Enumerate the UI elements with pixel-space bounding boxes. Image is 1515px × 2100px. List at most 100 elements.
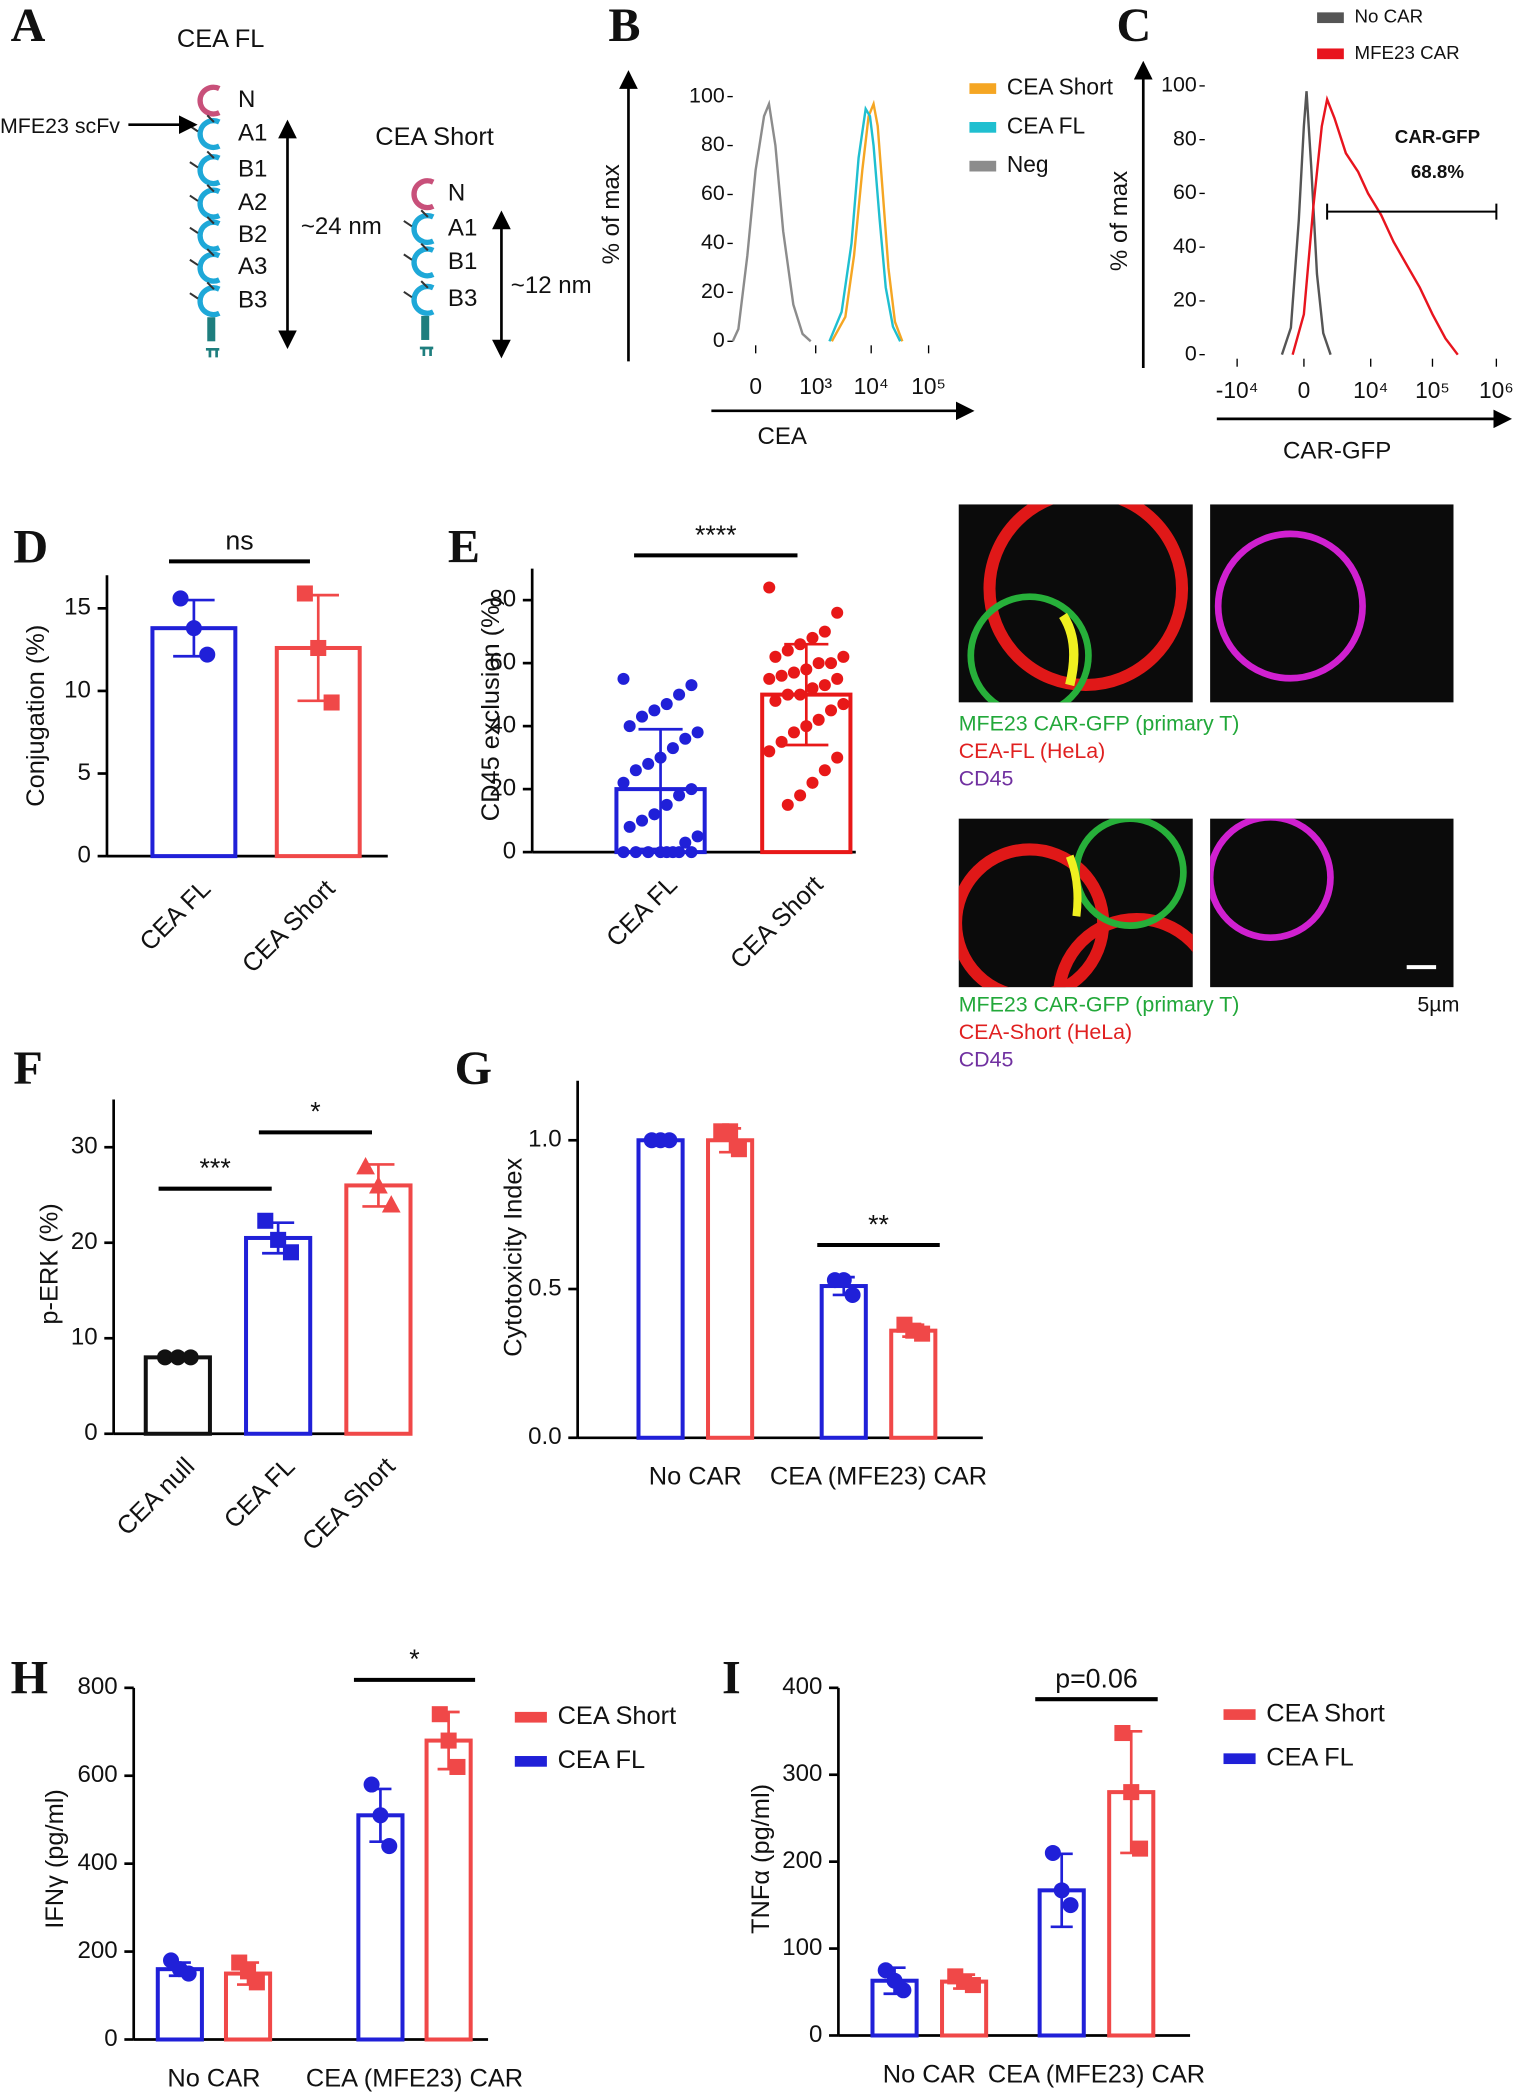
glycan [189, 258, 199, 266]
y-tick-label: 80 [489, 585, 516, 612]
data-point [800, 720, 813, 733]
x-tick-label: CEA (MFE23) CAR [770, 1463, 987, 1491]
data-point [806, 776, 819, 789]
data-point [617, 846, 630, 859]
micrograph-caption: CD45 [959, 767, 1014, 791]
panel-letter: A [11, 0, 46, 52]
domain-glyph [197, 285, 221, 318]
y-tick-label: 10 [64, 676, 91, 703]
domain-label: B2 [238, 221, 267, 248]
histogram-line [1291, 95, 1459, 356]
domain-label: B1 [448, 248, 477, 275]
data-point [781, 798, 794, 811]
bar [424, 1738, 473, 2042]
data-point [156, 1349, 174, 1366]
data-point [837, 698, 850, 711]
legend-swatch [1317, 12, 1344, 24]
data-point [824, 704, 838, 717]
micrograph-caption: CEA-FL (HeLa) [959, 739, 1105, 763]
domain-label: B3 [238, 287, 267, 314]
x-tick-label: -10⁴ [1216, 377, 1259, 403]
y-tick-label: 0 [713, 328, 725, 352]
data-point [1123, 1784, 1140, 1801]
glycan [189, 194, 199, 202]
y-tick-label: 100 [1161, 73, 1197, 97]
y-tick-label: 400 [782, 1673, 822, 1700]
panel-letter: B [608, 0, 640, 52]
diagram-title: CEA Short [375, 123, 494, 151]
data-point [787, 666, 800, 679]
y-tick-label: 200 [782, 1847, 822, 1874]
micrograph-caption: CD45 [959, 1047, 1014, 1071]
y-axis-label: IFNγ (pg/ml) [41, 1789, 69, 1929]
data-point [660, 846, 673, 859]
histogram-line [828, 105, 902, 342]
legend-label: Neg [1007, 151, 1049, 177]
domain-glyph [411, 283, 435, 316]
y-tick-label: 600 [78, 1761, 118, 1788]
data-point [835, 1272, 852, 1289]
data-point [629, 846, 642, 859]
data-point [806, 631, 819, 644]
data-point [794, 638, 807, 651]
gate-label: 68.8% [1411, 161, 1464, 182]
x-axis-label: CAR-GFP [1283, 438, 1391, 465]
panel-letter: H [11, 1652, 48, 1705]
x-tick-label: 0 [749, 373, 762, 399]
data-point [369, 1176, 388, 1194]
data-point [381, 1195, 401, 1213]
data-point [895, 1982, 912, 1999]
y-tick-label: 1.0 [528, 1126, 561, 1153]
glycan [189, 292, 199, 300]
glycan [420, 209, 429, 218]
data-point [679, 732, 692, 745]
data-point [363, 1776, 380, 1793]
glycan [206, 184, 215, 193]
legend-label: CEA FL [558, 1746, 646, 1774]
data-point [781, 688, 794, 701]
data-point [685, 679, 698, 692]
y-tick-label: 80 [701, 132, 725, 156]
anchor-legs [205, 347, 220, 358]
y-tick-label: 15 [64, 594, 91, 621]
length-label: ~24 nm [301, 213, 382, 240]
histogram-line [830, 99, 904, 342]
glycan [403, 290, 413, 299]
y-tick-label: 100 [782, 1934, 822, 1961]
legend-swatch [969, 160, 997, 172]
data-point [636, 814, 649, 827]
data-point [722, 1123, 739, 1140]
x-tick-label: CEA (MFE23) CAR [306, 2064, 523, 2092]
y-axis-label: TNFα (pg/ml) [747, 1784, 775, 1934]
significance-label: ** [868, 1209, 889, 1239]
data-point [617, 672, 630, 685]
data-point [673, 846, 686, 859]
data-point [169, 1349, 186, 1366]
data-point [794, 688, 807, 701]
data-point [623, 820, 636, 833]
y-tick-label: 400 [78, 1849, 118, 1876]
micrograph-4 [1210, 818, 1454, 988]
significance-label: p=0.06 [1055, 1664, 1138, 1694]
scale-bar-label: 5µm [1417, 993, 1459, 1017]
x-tick-label: 10⁴ [1353, 377, 1388, 403]
glycan [403, 220, 413, 228]
histogram-line [1280, 91, 1332, 356]
significance-label: *** [200, 1153, 231, 1183]
micrograph-1 [958, 504, 1193, 703]
y-axis-label: Conjugation (%) [22, 625, 50, 807]
x-tick-label: CEA FL [601, 871, 683, 953]
data-point [182, 1349, 199, 1366]
domain-label: A2 [238, 189, 267, 216]
domain-label: A1 [448, 214, 477, 241]
y-tick-label: 30 [71, 1133, 98, 1160]
data-point [661, 1132, 678, 1149]
y-axis-label: % of max [598, 164, 625, 264]
domain-label: B1 [238, 156, 267, 183]
y-tick-label: 0 [809, 2021, 822, 2048]
x-tick-label: 10⁵ [911, 373, 946, 399]
data-point [685, 846, 698, 859]
y-tick-label: 20 [1173, 288, 1197, 312]
